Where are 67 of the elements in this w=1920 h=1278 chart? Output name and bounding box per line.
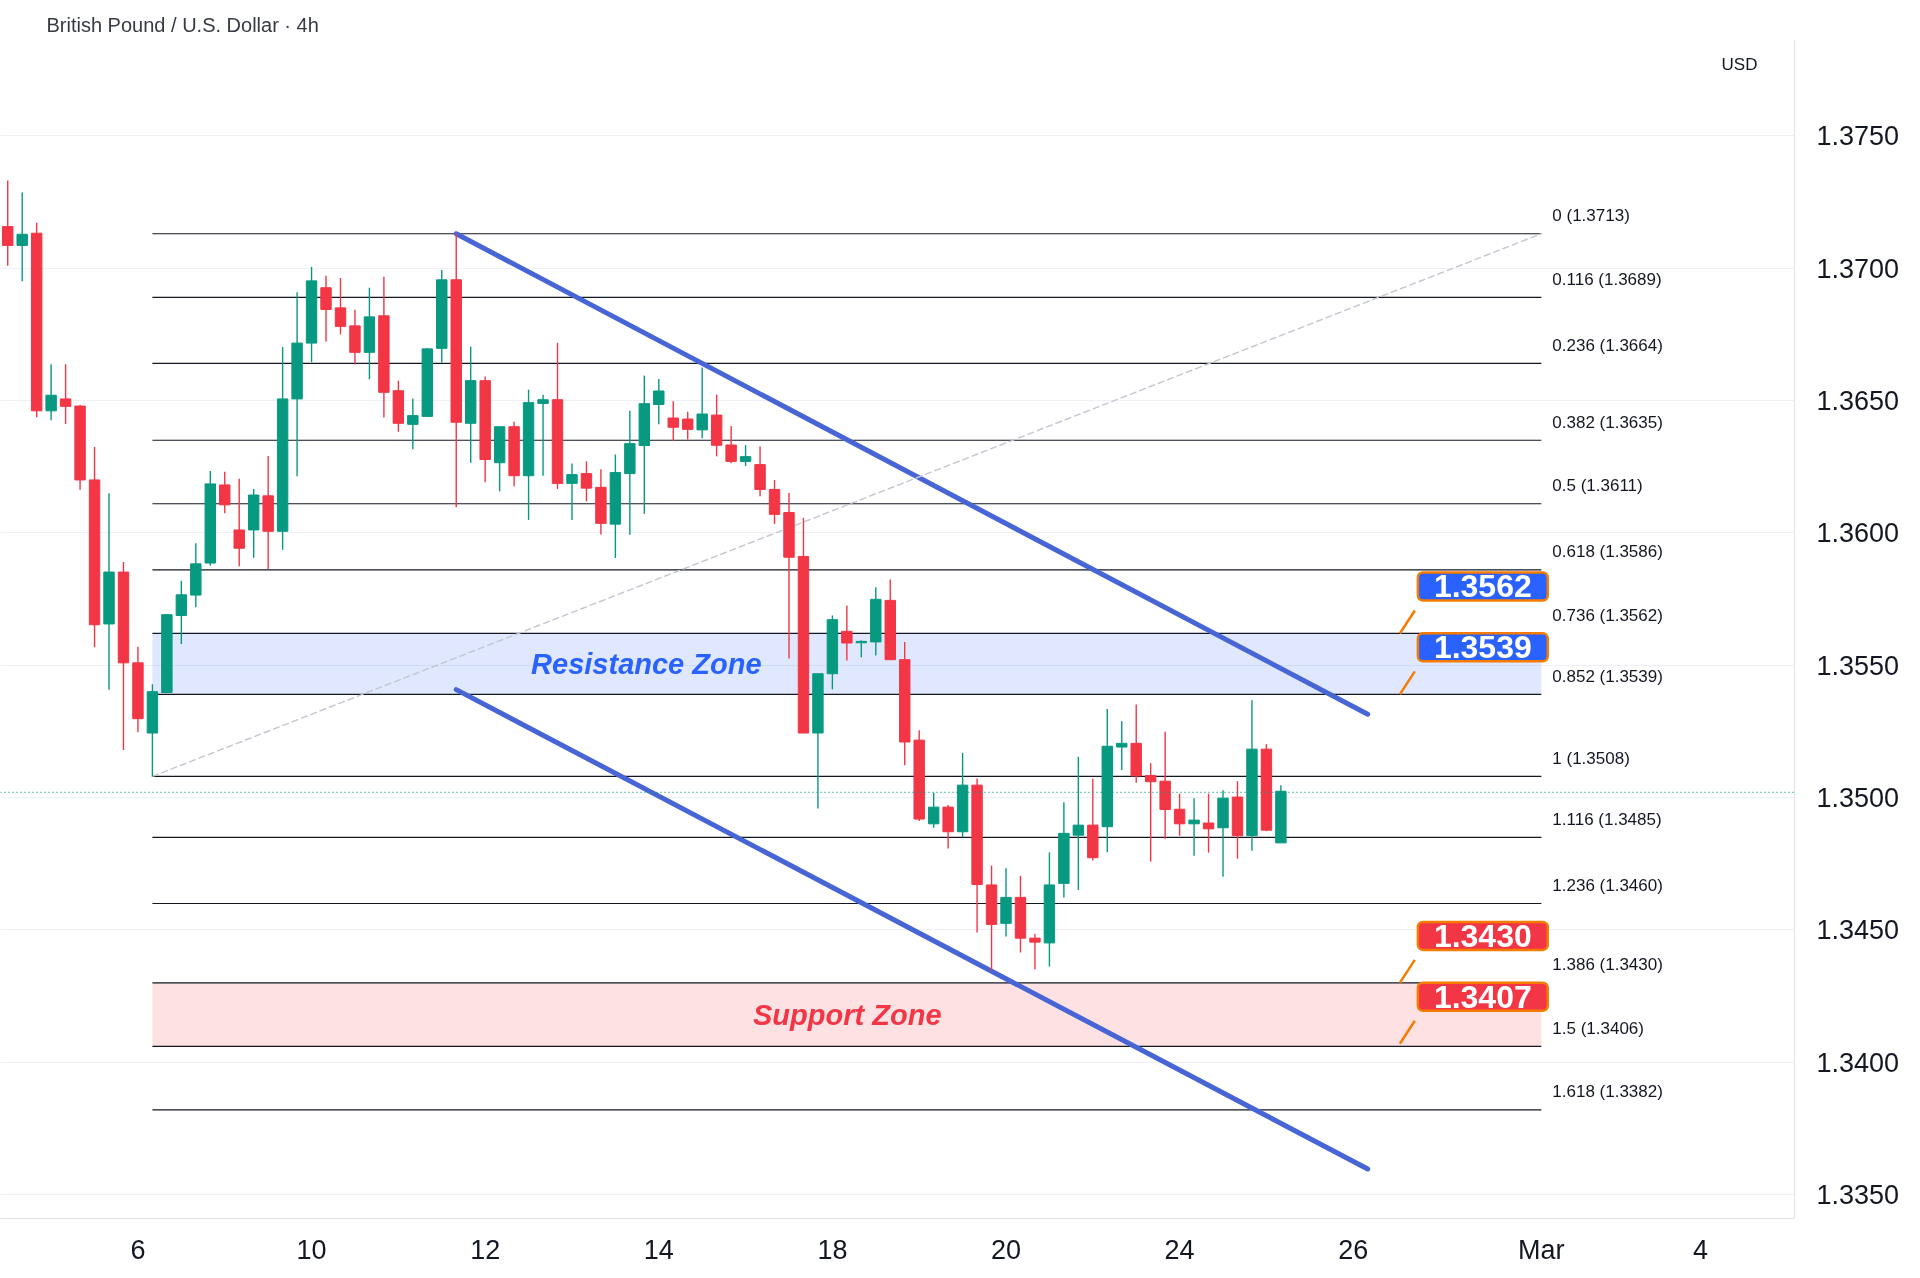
x-tick-label: 26 xyxy=(1338,1234,1369,1265)
annotation: 1.3430 xyxy=(1433,917,1532,954)
candlestick xyxy=(334,277,347,336)
candlestick xyxy=(233,478,245,567)
candlestick xyxy=(2,179,14,267)
ref-line-label: 1.386 (1.3430) xyxy=(1552,955,1663,975)
annotation: USD xyxy=(1721,55,1758,74)
candlestick xyxy=(320,275,332,343)
candlestick xyxy=(1173,792,1186,837)
ref-line-label: 1 (1.3508) xyxy=(1552,748,1630,768)
candlestick xyxy=(1116,720,1128,771)
y-tick-label: 1.3600 xyxy=(1816,518,1900,549)
candlestick xyxy=(59,363,72,425)
ref-line-label: 0.5 (1.3611) xyxy=(1552,476,1643,496)
y-tick-label: 1.3450 xyxy=(1816,915,1900,946)
y-tick-label: 1.3500 xyxy=(1816,783,1900,814)
x-tick-label: 18 xyxy=(817,1234,848,1265)
candlestick xyxy=(1188,797,1200,857)
band-label: Resistance Zone xyxy=(531,647,762,680)
x-tick-label: 4 xyxy=(1692,1234,1708,1265)
y-tick-label: 1.3750 xyxy=(1816,121,1900,152)
candlestick xyxy=(16,191,28,282)
x-tick-label: 10 xyxy=(296,1234,327,1265)
x-tick-label: 20 xyxy=(990,1234,1022,1265)
ref-line-label: 0.236 (1.3664) xyxy=(1552,335,1663,355)
ref-line-label: 1.236 (1.3460) xyxy=(1552,875,1663,895)
band-label: Support Zone xyxy=(753,998,942,1031)
candlestick xyxy=(653,378,665,426)
candlestick xyxy=(407,397,419,450)
candlestick xyxy=(682,410,694,441)
x-tick-label: 14 xyxy=(643,1234,674,1265)
candlestick xyxy=(725,425,737,464)
candlestick xyxy=(1144,762,1157,863)
ref-line-label: 0.618 (1.3586) xyxy=(1552,542,1663,562)
x-tick-label: 6 xyxy=(130,1234,146,1265)
candlestick xyxy=(1029,933,1041,970)
candlestick xyxy=(219,471,231,514)
candlestick xyxy=(175,580,188,645)
candlestick xyxy=(667,400,679,442)
x-tick-label: 24 xyxy=(1164,1234,1195,1265)
candlestick xyxy=(739,444,752,467)
x-tick-label: Mar xyxy=(1518,1234,1565,1265)
candlestick xyxy=(696,366,708,440)
ref-line-label: 0.736 (1.3562) xyxy=(1552,605,1663,625)
y-tick-label: 1.3350 xyxy=(1816,1180,1900,1211)
candlestick xyxy=(1202,792,1215,854)
ref-line-label: 0 (1.3713) xyxy=(1552,206,1630,226)
candlestick xyxy=(566,462,578,521)
candlestick xyxy=(537,393,549,477)
y-tick-label: 1.3700 xyxy=(1816,253,1900,284)
x-tick-label: 12 xyxy=(470,1234,501,1265)
candlestick xyxy=(841,604,853,662)
y-tick-label: 1.3650 xyxy=(1816,386,1900,417)
ref-line-label: 1.5 (1.3406) xyxy=(1552,1018,1644,1038)
ref-line-label: 1.116 (1.3485) xyxy=(1552,809,1662,829)
candlestick xyxy=(45,363,57,422)
chart-title: British Pound / U.S. Dollar · 4h xyxy=(46,13,319,36)
candlestick xyxy=(580,460,593,503)
y-tick-label: 1.3550 xyxy=(1816,650,1900,681)
ref-line-label: 0.116 (1.3689) xyxy=(1552,269,1662,289)
ref-line-label: 1.618 (1.3382) xyxy=(1552,1082,1663,1102)
y-tick-label: 1.3400 xyxy=(1816,1047,1900,1078)
annotation: 1.3539 xyxy=(1433,629,1532,666)
annotation: 1.3562 xyxy=(1433,568,1532,605)
annotation: 1.3407 xyxy=(1433,978,1532,1015)
ref-line-label: 0.382 (1.3635) xyxy=(1552,412,1663,432)
ref-line-label: 0.852 (1.3539) xyxy=(1552,666,1663,686)
